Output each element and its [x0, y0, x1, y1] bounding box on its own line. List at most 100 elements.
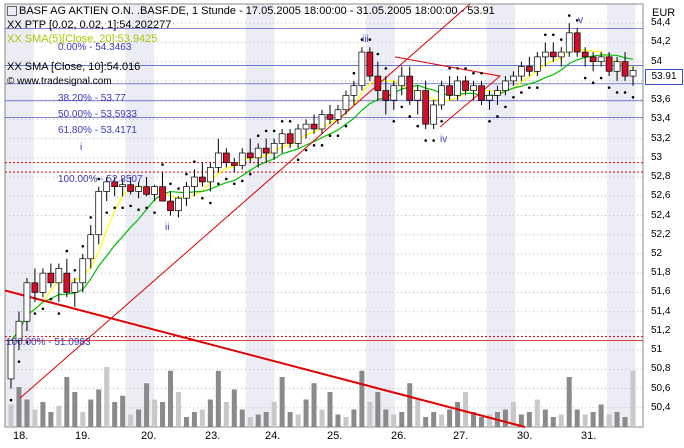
volume-bar	[399, 412, 405, 427]
volume-bar	[56, 405, 62, 427]
candle-body	[526, 66, 533, 72]
candle-body	[191, 176, 198, 188]
volume-bar	[582, 414, 588, 427]
candle-body	[63, 272, 71, 293]
ptp-dot	[129, 204, 132, 208]
ptp-dot	[567, 14, 571, 17]
volume-bar	[367, 402, 373, 427]
volume-bar	[167, 370, 173, 427]
volume-bar	[622, 417, 628, 427]
title-icon	[7, 6, 17, 17]
volume-bar	[343, 417, 349, 427]
y-tick-label: 52,2	[651, 228, 671, 240]
ptp-dot	[544, 33, 547, 37]
ptp-dot	[631, 95, 635, 99]
volume-bar	[526, 412, 532, 427]
candle-body	[135, 186, 142, 192]
volume-bar	[486, 414, 492, 427]
candle-body	[15, 320, 23, 341]
candle-body	[406, 75, 414, 101]
volume-bar	[295, 414, 301, 427]
candle-body	[565, 32, 573, 53]
candle-body	[222, 152, 230, 163]
candle-body	[286, 133, 294, 144]
ptp-dot	[177, 187, 180, 190]
volume-bar	[128, 414, 134, 427]
volume-bar	[136, 409, 142, 427]
ptp-dot	[73, 268, 77, 272]
volume-bar	[351, 409, 357, 427]
volume-bar	[215, 370, 221, 427]
ptp-dot	[81, 244, 85, 248]
volume-bar	[431, 412, 437, 427]
ptp-dot	[344, 124, 348, 128]
volume-bar	[534, 399, 540, 427]
candle-body	[374, 75, 382, 91]
volume-bar	[383, 409, 389, 427]
candle-body	[462, 80, 469, 91]
ptp-dot	[193, 160, 196, 163]
candle-body	[414, 90, 422, 101]
candle-body	[230, 162, 238, 166]
volume-bar	[144, 383, 150, 427]
y-tick-label: 54	[651, 55, 663, 67]
candle-body	[254, 147, 262, 159]
fibo-level-50: 50.00% - 53.5933	[58, 109, 137, 120]
volume-bar	[263, 412, 269, 427]
volume-bar	[423, 417, 429, 427]
ptp-dot	[623, 91, 627, 94]
candle-body	[518, 66, 525, 77]
y-tick-label: 53,2	[651, 132, 671, 144]
candle-body	[199, 176, 206, 183]
ptp-dot	[360, 38, 364, 41]
volume-bar	[630, 370, 636, 427]
ptp-dot	[559, 38, 563, 41]
ptp-dot	[512, 95, 515, 99]
ptp-dot	[504, 105, 507, 109]
ptp-dot	[137, 208, 140, 212]
ptp-dot	[583, 76, 587, 80]
ptp-dot	[185, 172, 188, 176]
candle-body	[119, 184, 126, 188]
ptp-dot	[551, 33, 555, 37]
y-tick-label: 51,8	[651, 267, 671, 279]
volume-bar	[303, 399, 309, 427]
volume-bar	[287, 412, 293, 427]
ptp-dot	[169, 182, 172, 186]
volume-bar	[48, 412, 54, 427]
y-tick-label: 51,4	[651, 305, 671, 317]
candle-body	[207, 167, 214, 183]
fibo-level-61: 61.80% - 53.4171	[58, 125, 137, 136]
fibo-level-38: 38.20% - 53.77	[58, 93, 126, 104]
candle-body	[151, 186, 158, 195]
candle-body	[557, 51, 565, 58]
x-tick-label: 30.	[517, 430, 533, 442]
candle-body	[502, 80, 509, 91]
y-tick-label: 52,8	[651, 171, 671, 183]
ptp-dot	[304, 148, 308, 152]
x-tick-label: 26.	[391, 430, 407, 442]
ptp-dot	[615, 91, 619, 94]
volume-bar	[24, 399, 30, 427]
y-tick-label: 52	[651, 247, 663, 259]
volume-bar	[415, 399, 421, 427]
volume-bar	[479, 417, 485, 427]
y-tick-label: 52,4	[651, 209, 671, 221]
ptp-dot	[328, 134, 332, 138]
volume-bar	[598, 404, 604, 427]
candle-body	[302, 123, 310, 130]
volume-bar	[16, 387, 22, 427]
candle-body	[334, 109, 342, 120]
volume-bar	[327, 392, 333, 427]
candle-body	[478, 85, 485, 101]
candle-body	[581, 51, 589, 58]
wave-label: iv	[440, 134, 447, 145]
fibo-level-0: 0.00% - 54.3463	[58, 42, 132, 53]
y-tick-label: 50,8	[651, 363, 671, 375]
ptp-dot	[288, 119, 292, 123]
candle-body	[446, 85, 453, 96]
candle-body	[573, 32, 581, 53]
candle-body	[246, 152, 254, 159]
candle-body	[549, 51, 557, 58]
